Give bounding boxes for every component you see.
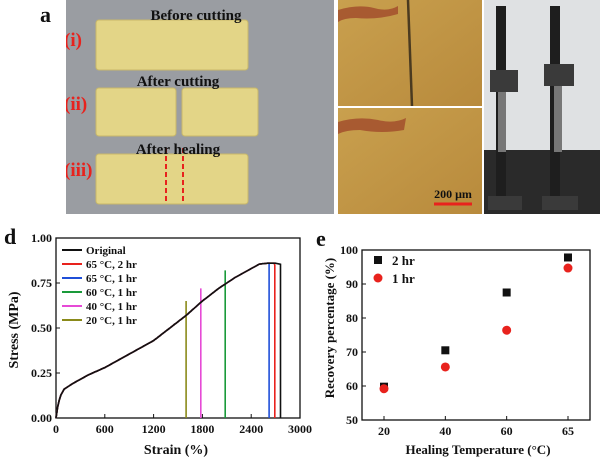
d-x-tick-label: 600	[96, 422, 114, 436]
e-y-tick-label: 90	[346, 277, 358, 291]
e-y-tick-label: 80	[346, 311, 358, 325]
e-x-tick-label: 40	[439, 424, 451, 438]
d-y-tick-label: 0.25	[31, 366, 52, 380]
stress-strain-chart: 0 600 1200 1800 2400 3000 0.00 0.25 0.50 0.75 1.00…	[7, 231, 312, 458]
label-after-cutting: After cutting	[137, 74, 220, 90]
d-x-axis-label: Strain (%)	[144, 443, 209, 458]
recovery-scatter-chart: 20 40 60 65 50 60 70 80 90 100 2 hr 1 hr Healing T…	[322, 243, 591, 457]
e-y-axis-label: Recovery percentage (%)	[322, 258, 337, 399]
strip-after-cutting-left	[95, 87, 177, 137]
micro-feature-bottom	[338, 118, 406, 134]
e-y-tick-label: 50	[346, 413, 358, 427]
panel-b-micrographs: 200 μm	[338, 0, 482, 214]
label-after-healing: After healing	[136, 142, 221, 158]
e-point-1hr	[440, 362, 450, 372]
d-curve-original	[55, 262, 282, 419]
panel-letter-d: d	[4, 224, 17, 249]
machine1-grip	[498, 92, 506, 152]
d-legend-label: 20 °C, 1 hr	[86, 315, 137, 327]
roman-iii: (iii)	[66, 160, 93, 181]
strip-before-cutting	[95, 19, 249, 71]
d-y-tick-label: 1.00	[31, 231, 52, 245]
d-legend-label: Original	[86, 245, 126, 257]
e-point-1hr	[563, 263, 573, 273]
machine1-crosshead	[490, 70, 518, 92]
d-x-tick-label: 0	[53, 422, 59, 436]
machine2-base	[542, 196, 578, 210]
d-x-tick-label: 1200	[142, 422, 166, 436]
d-x-tick-label: 1800	[190, 422, 214, 436]
d-y-axis-label: Stress (MPa)	[7, 291, 22, 368]
machine2-crosshead	[544, 64, 574, 86]
d-y-tick-label: 0.50	[31, 321, 52, 335]
e-plot-frame	[361, 249, 591, 421]
e-point-2hr	[502, 288, 511, 297]
strip-after-cutting-right	[181, 87, 259, 137]
scale-bar-label: 200 μm	[434, 187, 472, 201]
e-y-tick-label: 100	[340, 243, 358, 257]
panel-letter-a: a	[40, 2, 51, 27]
d-legend-label: 65 °C, 2 hr	[86, 259, 137, 271]
d-x-tick-label: 2400	[239, 422, 263, 436]
e-legend-swatch-square	[374, 256, 382, 264]
e-x-axis-label: Healing Temperature (°C)	[405, 442, 550, 457]
micro-feature-top	[338, 6, 398, 22]
label-before-cutting: Before cutting	[151, 8, 242, 24]
e-y-tick-label: 60	[346, 379, 358, 393]
e-point-1hr	[379, 384, 389, 394]
e-point-1hr	[502, 325, 512, 335]
panel-c-photo	[484, 0, 600, 214]
d-legend-label: 40 °C, 1 hr	[86, 301, 137, 313]
e-legend-label: 2 hr	[392, 253, 415, 268]
e-x-tick-label: 20	[378, 424, 390, 438]
roman-i: (i)	[66, 30, 82, 51]
e-point-2hr	[564, 253, 572, 262]
e-legend-swatch-circle	[373, 273, 383, 283]
d-legend-label: 60 °C, 1 hr	[86, 287, 137, 299]
e-point-2hr	[441, 346, 450, 355]
panel-a-labels: (i) Before cutting (ii) After cutting (i…	[66, 8, 242, 181]
crack-line	[406, 0, 414, 107]
d-y-tick-label: 0.00	[31, 411, 52, 425]
machine1-base	[488, 196, 522, 210]
machine2-grip	[554, 86, 562, 152]
e-x-tick-label: 65	[562, 424, 574, 438]
d-legend-label: 65 °C, 1 hr	[86, 273, 137, 285]
d-x-tick-label: 3000	[288, 422, 312, 436]
panel-letter-e: e	[316, 226, 326, 251]
e-y-tick-label: 70	[346, 345, 358, 359]
e-legend-label: 1 hr	[392, 271, 415, 286]
roman-ii: (ii)	[66, 94, 87, 115]
e-x-tick-label: 60	[501, 424, 513, 438]
strip-after-healing	[95, 153, 249, 205]
d-y-tick-label: 0.75	[31, 276, 52, 290]
panel-a-photo	[66, 0, 334, 214]
